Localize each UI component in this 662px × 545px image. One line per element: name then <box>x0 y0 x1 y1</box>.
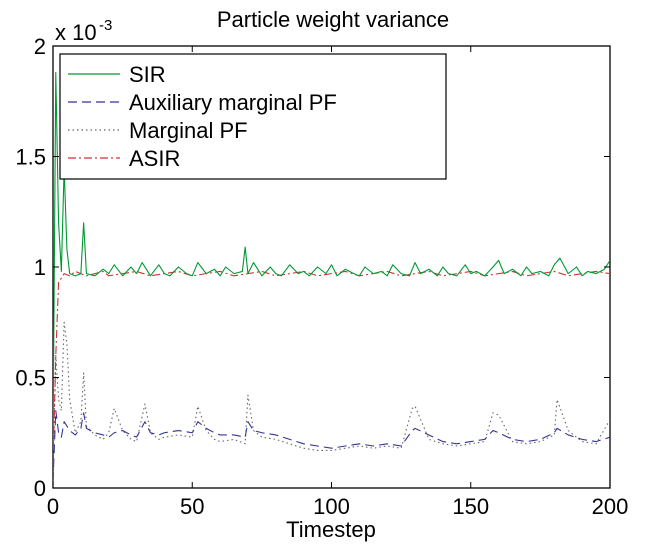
y-tick-label: 0 <box>34 476 46 501</box>
series-line-auxiliary-marginal-pf <box>53 410 610 482</box>
y-tick-label: 1 <box>34 255 46 280</box>
x-axis-ticks: 0 50 100 150 200 <box>47 46 628 519</box>
plot-area: 0 50 100 150 200 0 0.5 1 1.5 2 <box>15 34 628 519</box>
x-tick-label: 200 <box>592 494 629 519</box>
legend-label: ASIR <box>129 146 180 171</box>
x-tick-label: 0 <box>47 494 59 519</box>
series-layer <box>53 71 610 482</box>
y-tick-label: 0.5 <box>15 366 46 391</box>
x-tick-label: 50 <box>180 494 204 519</box>
x-tick-label: 100 <box>313 494 350 519</box>
legend-label: Auxiliary marginal PF <box>129 90 337 115</box>
legend-label: Marginal PF <box>129 118 248 143</box>
y-multiplier-exponent: -3 <box>99 17 112 34</box>
y-tick-label: 1.5 <box>15 145 46 170</box>
y-axis-ticks: 0 0.5 1 1.5 2 <box>15 34 610 501</box>
series-line-asir <box>53 270 610 466</box>
legend: SIR Auxiliary marginal PF Marginal PF ASIR <box>59 53 447 180</box>
x-tick-label: 150 <box>452 494 489 519</box>
y-multiplier-label: x 10 <box>55 20 97 45</box>
x-axis-label: Timestep <box>286 517 376 542</box>
y-tick-label: 2 <box>34 34 46 59</box>
legend-box <box>59 53 447 180</box>
chart-title: Particle weight variance <box>217 7 449 32</box>
series-line-sir <box>53 71 610 444</box>
legend-label: SIR <box>129 62 166 87</box>
